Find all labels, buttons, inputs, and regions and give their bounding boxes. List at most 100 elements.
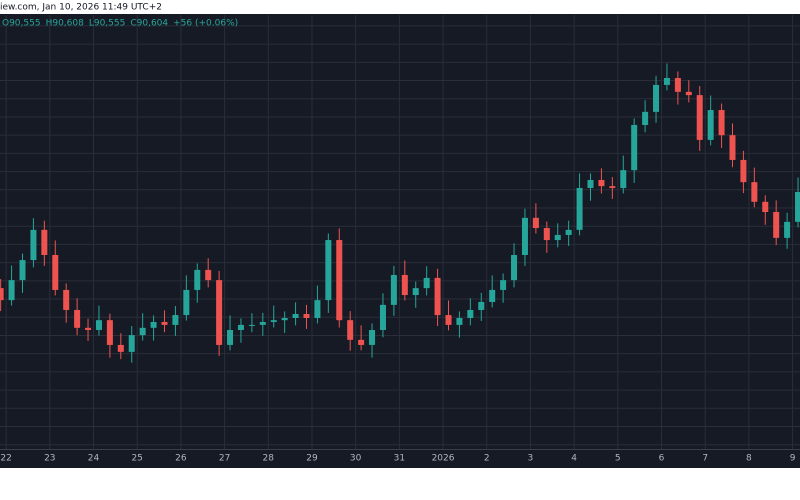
x-tick-label: 2026	[432, 454, 455, 464]
candle-body	[456, 317, 463, 325]
candle-body	[0, 288, 4, 301]
header-bar	[0, 0, 800, 14]
ohlc-value: +56 (+0.06%)	[173, 19, 238, 29]
x-tick-label: 30	[350, 454, 362, 464]
candle-body	[292, 313, 299, 318]
candle-body	[161, 321, 168, 325]
candle-body	[270, 320, 277, 322]
grid: 22 23 24 25 26 27 28 29 30 31 2026 2 3 4 5 6 7 8 9	[0, 15, 800, 464]
candle-body	[347, 320, 354, 340]
candle-body	[358, 339, 365, 345]
candle-body	[543, 228, 550, 241]
candle-body	[423, 277, 430, 289]
x-tick-label: 25	[131, 454, 142, 464]
candle-body	[227, 330, 234, 345]
candle-body	[631, 124, 638, 171]
x-tick-label: 31	[394, 454, 405, 464]
candle-body	[128, 335, 135, 352]
candle-body	[587, 179, 594, 188]
candle-body	[95, 320, 102, 331]
candle-body	[336, 240, 343, 321]
x-tick-label: 26	[175, 454, 187, 464]
candle-body	[412, 288, 419, 296]
candle-body	[762, 201, 769, 213]
candle-body	[205, 269, 212, 281]
candle-body	[194, 269, 201, 290]
x-tick-label: 27	[219, 454, 230, 464]
candle-body	[729, 135, 736, 160]
candle-body	[41, 229, 48, 255]
candle-body	[379, 304, 386, 331]
candle-body	[401, 275, 408, 296]
x-tick-label: 7	[702, 454, 708, 464]
x-tick-label: 24	[88, 454, 100, 464]
ohlc-value: H90,608	[46, 19, 85, 29]
candle-body	[554, 234, 561, 241]
candle-body	[784, 221, 791, 238]
candle-body	[609, 186, 616, 188]
candle-body	[63, 289, 70, 310]
candle-body	[314, 300, 321, 318]
ohlc-value: C90,604	[130, 19, 168, 29]
candle-body	[653, 84, 660, 112]
ohlc-value: O90,555	[2, 19, 41, 29]
candle-body	[183, 289, 190, 316]
candle-body	[511, 254, 518, 281]
candle-body	[216, 280, 223, 345]
x-tick-label: 23	[44, 454, 55, 464]
candle-body	[663, 78, 670, 85]
candle-body	[478, 301, 485, 310]
candle-body	[642, 111, 649, 125]
x-tick-label: 28	[263, 454, 275, 464]
candle-body	[172, 315, 179, 325]
candle-body	[532, 217, 539, 229]
candle-body	[685, 91, 692, 96]
candle-body	[19, 260, 26, 281]
candle-body	[30, 229, 37, 261]
candle-body	[139, 327, 146, 336]
candle-body	[237, 324, 244, 331]
candle-body	[674, 78, 681, 92]
candle-body	[369, 330, 376, 345]
candle-body	[281, 317, 288, 321]
candle-body	[576, 187, 583, 230]
candle-body	[259, 321, 266, 325]
candle-body	[52, 254, 59, 290]
candle-body	[521, 217, 528, 255]
candle-body	[718, 110, 725, 136]
chart-background	[0, 0, 800, 468]
candle-body	[303, 313, 310, 318]
candle-body	[248, 324, 255, 326]
x-tick-label: 4	[571, 454, 577, 464]
candle-body	[565, 229, 572, 235]
candle-body	[445, 315, 452, 325]
candle-body	[8, 280, 15, 301]
ohlc-value: L90,555	[89, 19, 126, 29]
candle-body	[500, 280, 507, 290]
x-tick-label: 9	[790, 454, 796, 464]
candle-body	[117, 344, 124, 352]
candle-body	[773, 212, 780, 238]
candle-body	[106, 320, 113, 345]
candle-body	[598, 179, 605, 187]
candle-body	[150, 321, 157, 328]
candle-body	[325, 240, 332, 301]
x-tick-label: 2	[484, 454, 490, 464]
candle-body	[795, 191, 800, 222]
candle-body	[751, 182, 758, 202]
x-tick-label: 5	[615, 454, 621, 464]
candle-body	[85, 327, 92, 331]
x-tick-label: 3	[528, 454, 534, 464]
x-tick-label: 29	[306, 454, 318, 464]
candle-body	[740, 159, 747, 183]
candle-body	[707, 110, 714, 140]
candle-body	[74, 309, 81, 328]
x-tick-label: 6	[659, 454, 665, 464]
candle-body	[620, 170, 627, 188]
x-tick-label: 8	[746, 454, 752, 464]
candles	[0, 63, 800, 363]
candle-body	[390, 275, 397, 305]
candle-body	[434, 277, 441, 316]
